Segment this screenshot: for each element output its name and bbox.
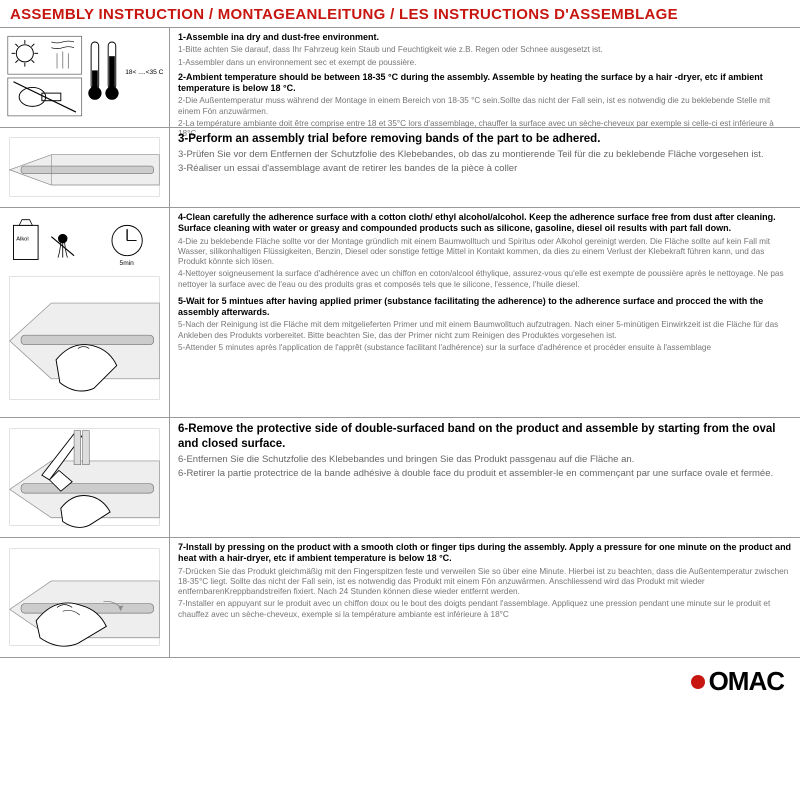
instruction-row-1: 18< ....<35 C 1-Assemble ina dry and dus… [0,28,800,128]
svg-text:Alkol: Alkol [16,237,28,243]
svg-text:5min: 5min [120,260,135,267]
brand-logo: OMAC [691,666,784,697]
instruction-row-5: 7-Install by pressing on the product wit… [0,538,800,658]
illustration-remove-band [0,418,170,537]
instruction-text-3: 4-Clean carefully the adherence surface … [170,208,800,417]
instruction-row-3: Alkol 5min 4-Clean carefully the adheren… [0,208,800,418]
instruction-row-4: 6-Remove the protective side of double-s… [0,418,800,538]
logo-text: OMAC [709,666,784,697]
logo-dot-icon [691,675,705,689]
page-title: ASSEMBLY INSTRUCTION / MONTAGEANLEITUNG … [0,0,800,28]
illustration-clean: Alkol 5min [0,208,170,417]
instruction-row-2: 3-Perform an assembly trial before remov… [0,128,800,208]
instruction-text-2: 3-Perform an assembly trial before remov… [170,128,800,207]
svg-text:18< ....<35 C: 18< ....<35 C [125,69,163,76]
instruction-text-4: 6-Remove the protective side of double-s… [170,418,800,537]
illustration-trial [0,128,170,207]
footer: OMAC [0,658,800,701]
instruction-text-1: 1-Assemble ina dry and dust-free environ… [170,28,800,127]
illustration-temperature: 18< ....<35 C [0,28,170,127]
illustration-press [0,538,170,657]
instruction-text-5: 7-Install by pressing on the product wit… [170,538,800,657]
